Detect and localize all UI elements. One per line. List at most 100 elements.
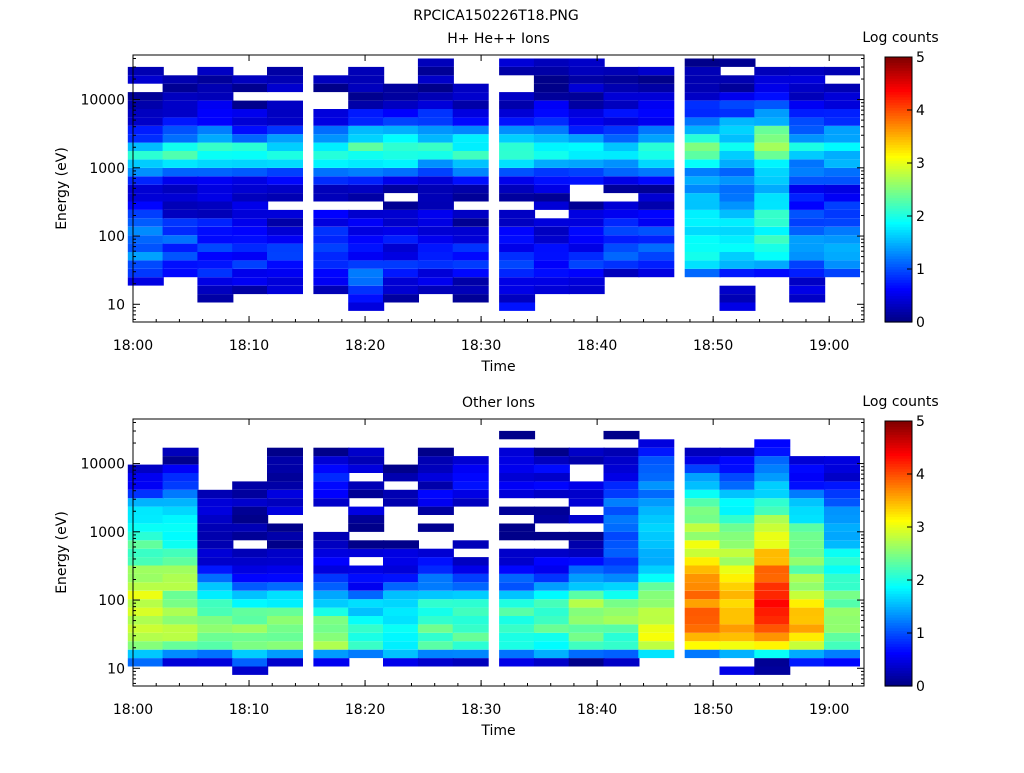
heatmap-cell — [684, 58, 721, 67]
heatmap-cell — [417, 599, 454, 608]
colorbar-segment — [885, 200, 912, 204]
colorbar-segment — [885, 136, 912, 140]
heatmap-cell — [638, 632, 675, 642]
colorbar-tick-label: 1 — [916, 626, 925, 642]
heatmap-cell — [789, 75, 826, 84]
heatmap-cell — [754, 201, 791, 210]
colorbar-segment — [885, 664, 912, 669]
heatmap-cell — [127, 641, 164, 650]
heatmap-cell — [417, 83, 454, 93]
heatmap-cell — [348, 151, 385, 160]
heatmap-cell — [638, 649, 675, 659]
heatmap-cell — [499, 548, 536, 558]
heatmap-cell — [348, 209, 385, 219]
heatmap-cell — [348, 235, 385, 244]
panel-bottom: 18:00 18:10 18:20 18:30 18:40 18:50 19:0010100… — [54, 394, 939, 739]
heatmap-cell — [754, 624, 791, 633]
heatmap-cell — [603, 473, 640, 482]
heatmap-cell — [162, 557, 199, 566]
heatmap-cell — [452, 218, 489, 227]
heatmap-cell — [603, 506, 640, 515]
colorbar: 0 1 2 3 4 5 Log counts — [862, 30, 938, 331]
heatmap-cell — [568, 447, 605, 457]
heatmap-cell — [638, 590, 675, 600]
colorbar-segment — [885, 452, 912, 457]
heatmap-cell — [499, 607, 536, 616]
heatmap-cell — [568, 540, 605, 549]
heatmap-cell — [533, 481, 570, 490]
heatmap-cell — [824, 506, 860, 515]
panel-title: H+ He++ Ions — [447, 31, 550, 47]
heatmap-cell — [638, 176, 675, 185]
colorbar-segment — [885, 487, 912, 491]
colorbar-segment — [885, 630, 912, 634]
colorbar-segment — [885, 117, 912, 122]
colorbar-segment — [885, 633, 912, 637]
heatmap-cell — [568, 142, 605, 151]
heatmap-cell — [162, 134, 199, 143]
colorbar: 0 1 2 3 4 5 Log counts — [862, 394, 938, 695]
heatmap-cell — [348, 565, 385, 574]
heatmap-cell — [499, 193, 536, 202]
colorbar-segment — [885, 72, 912, 77]
heatmap-cell — [313, 277, 350, 286]
heatmap-cell — [197, 167, 234, 177]
colorbar-segment — [885, 572, 912, 576]
heatmap-cell — [603, 573, 640, 583]
figure-title: RPCICA150226T18.PNG — [413, 8, 578, 24]
heatmap-cell — [162, 100, 199, 109]
heatmap-cell — [267, 277, 303, 286]
heatmap-cell — [127, 649, 164, 659]
heatmap-cell — [313, 125, 350, 135]
heatmap-cell — [383, 125, 419, 135]
x-tick-label: 19:00 — [809, 338, 849, 354]
heatmap-cell — [127, 125, 164, 135]
heatmap-cell — [499, 582, 536, 591]
colorbar-segment — [885, 78, 912, 82]
heatmap-cell — [719, 557, 756, 566]
heatmap-cell — [313, 590, 350, 600]
heatmap-cells — [127, 430, 860, 675]
heatmap-cell — [568, 565, 605, 574]
heatmap-cell — [789, 641, 826, 650]
heatmap-cell — [789, 573, 826, 583]
heatmap-cell — [417, 235, 454, 244]
heatmap-cell — [348, 523, 385, 532]
x-tick-label: 18:40 — [577, 338, 617, 354]
heatmap-cell — [754, 151, 791, 160]
heatmap-cell — [313, 641, 350, 650]
heatmap-cell — [417, 456, 454, 465]
heatmap-cell — [499, 573, 536, 583]
heatmap-cell — [789, 92, 826, 101]
heatmap-cell — [197, 134, 234, 143]
x-tick-label: 18:20 — [345, 338, 385, 354]
heatmap-cell — [638, 151, 675, 160]
heatmap-cell — [719, 167, 756, 177]
heatmap-cell — [533, 489, 570, 499]
colorbar-segment — [885, 474, 912, 478]
heatmap-cell — [533, 235, 570, 244]
heatmap-cell — [719, 100, 756, 109]
heatmap-cell — [719, 456, 756, 465]
heatmap-cell — [348, 649, 385, 659]
heatmap-cell — [499, 506, 536, 515]
colorbar-segment — [885, 319, 912, 323]
heatmap-cell — [499, 243, 536, 252]
heatmap-cell — [824, 167, 860, 177]
heatmap-cell — [568, 268, 605, 278]
heatmap-cell — [232, 193, 269, 202]
heatmap-cell — [824, 66, 860, 76]
heatmap-cell — [162, 658, 199, 667]
heatmap-cell — [568, 531, 605, 541]
heatmap-cell — [499, 590, 536, 600]
heatmap-cell — [789, 658, 826, 667]
heatmap-cell — [719, 75, 756, 84]
heatmap-cell — [533, 573, 570, 583]
heatmap-cell — [568, 599, 605, 608]
heatmap-cell — [789, 159, 826, 168]
heatmap-cell — [789, 83, 826, 93]
heatmap-cell — [568, 100, 605, 109]
heatmap-cell — [754, 117, 791, 126]
heatmap-cell — [313, 109, 350, 118]
heatmap-cell — [162, 201, 199, 210]
